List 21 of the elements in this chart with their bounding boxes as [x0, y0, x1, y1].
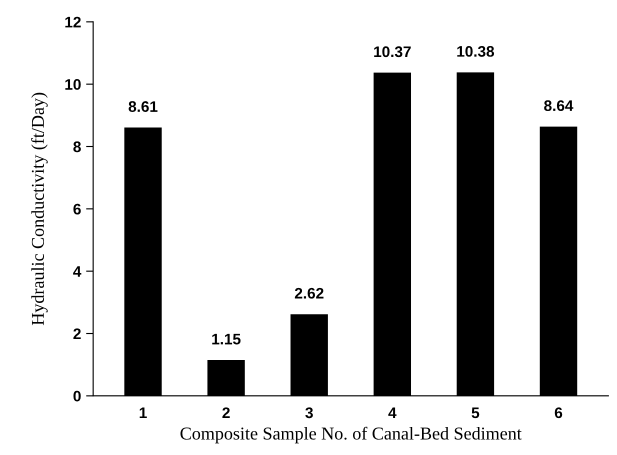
x-tick-label: 2: [222, 407, 230, 418]
x-tick-label: 4: [388, 408, 396, 418]
y-tick-label: 4: [73, 266, 82, 277]
x-tick-label: 3: [305, 407, 313, 418]
x-axis-title: Composite Sample No. of Canal-Bed Sediment: [180, 426, 522, 444]
y-tick-label: 2: [73, 328, 81, 340]
data-label: 2.62: [294, 288, 324, 299]
y-tick-label: 6: [73, 204, 81, 215]
y-axis-title: Hydraulic Conductivity (ft/Day): [31, 92, 48, 326]
data-label: 8.61: [128, 101, 158, 112]
data-label: 10.38: [457, 46, 494, 57]
data-label: 1.15: [212, 334, 241, 344]
y-tick-label: 8: [73, 141, 81, 152]
x-tick-label: 1: [140, 408, 147, 418]
data-label: 10.37: [374, 46, 411, 58]
y-tick-label: 0: [73, 390, 81, 402]
x-tick-label: 5: [472, 408, 480, 418]
x-tick-label: 6: [554, 407, 562, 418]
data-label: 8.64: [544, 100, 574, 112]
y-tick-label: 12: [65, 16, 81, 28]
y-tick-label: 10: [65, 79, 81, 90]
